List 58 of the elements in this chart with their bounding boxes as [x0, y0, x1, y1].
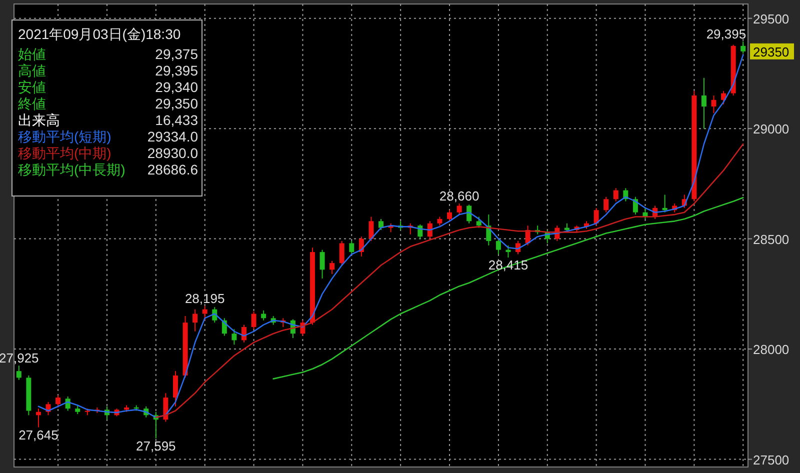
candlestick	[172, 370, 178, 407]
text: 移動平均(中長期)	[18, 162, 126, 178]
candlestick	[56, 394, 61, 408]
candlestick	[368, 216, 374, 242]
annotation: 27,595	[136, 438, 176, 454]
candlestick	[740, 40, 746, 54]
annotation: 29350	[753, 44, 790, 60]
candlestick	[192, 308, 198, 332]
y-tick-label: 29500	[753, 11, 790, 26]
candlestick	[476, 216, 482, 228]
annotation: 29,340	[155, 79, 198, 95]
candlestick	[163, 392, 168, 422]
legend-title: 2021年09月03日(金)18:30	[18, 26, 181, 42]
candlestick	[613, 188, 618, 202]
candlestick	[594, 207, 599, 226]
candlestick	[320, 249, 325, 279]
candlestick	[447, 210, 452, 222]
annotation: 28930.0	[147, 145, 198, 161]
candlestick	[456, 203, 462, 216]
annotation: 安値	[18, 79, 46, 95]
candlestick	[36, 408, 41, 428]
candlestick	[378, 218, 384, 230]
annotation: 終値	[17, 96, 46, 112]
candlestick	[330, 260, 335, 275]
annotation: 27,645	[18, 427, 58, 442]
candlestick	[701, 77, 706, 130]
candlestick	[232, 328, 237, 346]
candlestick	[339, 240, 344, 266]
candlestick	[16, 365, 22, 380]
y-tick-label: 28000	[753, 342, 790, 358]
annotation: 16,433	[155, 112, 198, 128]
candlestick	[711, 95, 716, 114]
annotation: 29,350	[155, 96, 198, 112]
annotation: 28,660	[439, 188, 480, 204]
annotation: 29,375	[155, 46, 198, 62]
candlestick	[466, 204, 472, 224]
annotation: 出来高	[18, 112, 60, 128]
annotation: 28686.6	[147, 162, 198, 178]
annotation: 高値	[18, 62, 46, 78]
candlestick	[632, 196, 638, 216]
y-tick-label: 28500	[753, 232, 790, 247]
text: 移動平均(中期)	[18, 145, 112, 161]
y-tick-label: 29000	[753, 122, 790, 137]
annotation: 28,195	[184, 291, 225, 306]
candlestick	[662, 194, 668, 213]
candlestick	[604, 196, 609, 213]
annotation: 29,395	[706, 26, 746, 42]
annotation: 始値	[18, 46, 46, 62]
candlestick	[506, 244, 511, 258]
annotation: 29,395	[155, 62, 198, 78]
candlestick	[261, 310, 266, 321]
annotation: 29334.0	[147, 128, 198, 144]
y-tick-label: 27500	[753, 452, 790, 468]
candlestick	[349, 240, 354, 255]
candlestick	[496, 238, 501, 255]
text: 移動平均(短期)	[18, 128, 112, 144]
candlestick	[251, 311, 256, 330]
candlestick	[202, 306, 208, 321]
